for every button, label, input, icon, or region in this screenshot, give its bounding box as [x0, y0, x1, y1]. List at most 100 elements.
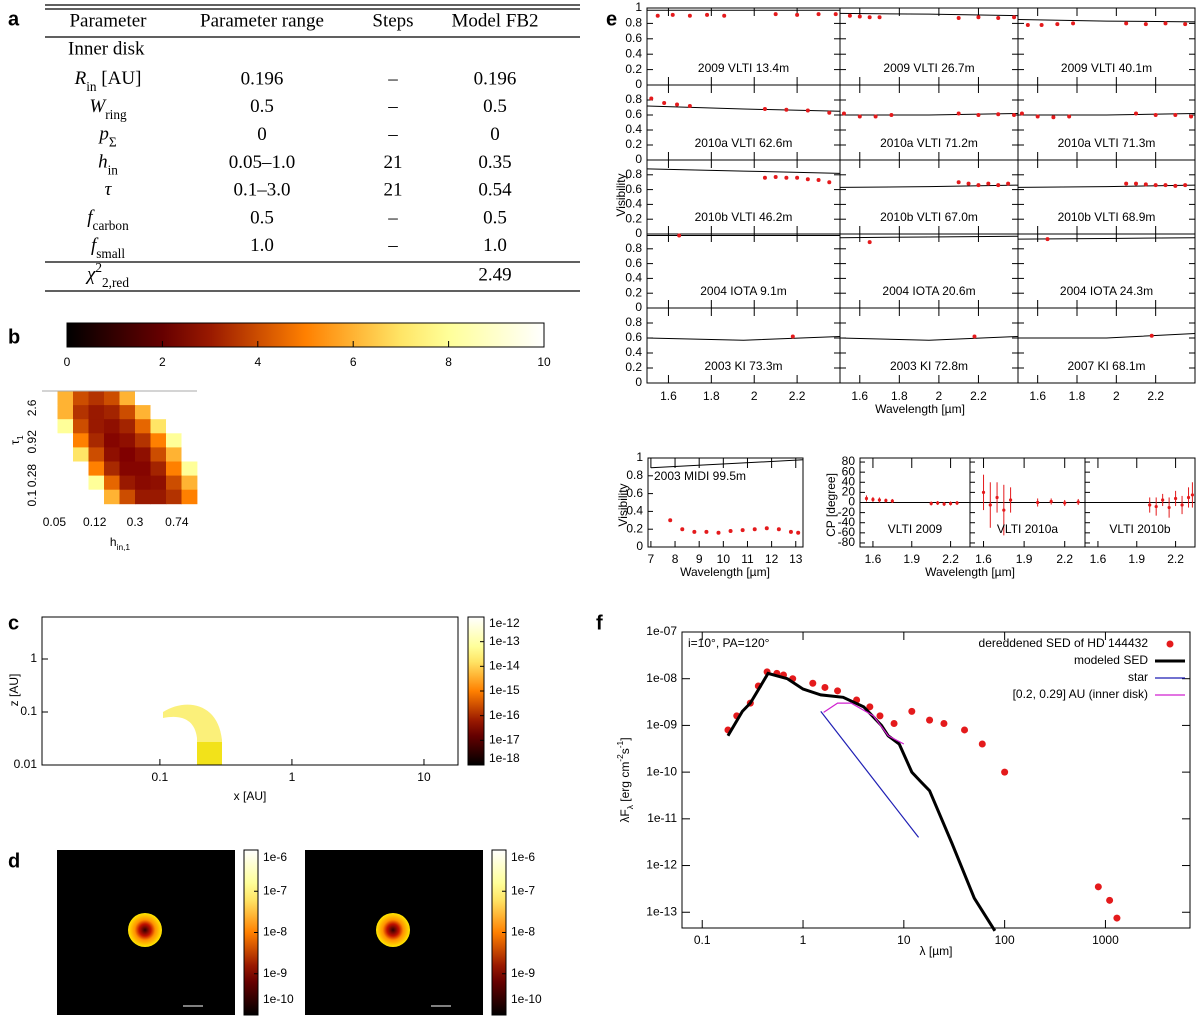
text-part: ring [105, 106, 127, 121]
heat-cell [104, 475, 120, 491]
data-point [1143, 182, 1148, 187]
data-point [762, 107, 767, 111]
heat-cell [181, 447, 198, 462]
y-tick-label: 1 [636, 450, 643, 464]
panel-letter: b [8, 326, 20, 348]
heat-cell [150, 419, 167, 434]
data-point [884, 498, 888, 503]
scale-label: 0.5 AU [431, 990, 467, 1004]
heat-cell [42, 475, 58, 491]
data-point [773, 12, 778, 17]
image-label: N [317, 860, 326, 874]
model-line [646, 168, 841, 174]
column-header: Parameter [69, 10, 147, 31]
y-tick-label: 0.92 [25, 430, 39, 454]
colorbar-tick-label: 2 [159, 355, 166, 369]
data-point [716, 530, 721, 535]
data-point [876, 712, 884, 720]
data-point [833, 12, 838, 17]
data-point [1051, 115, 1056, 120]
cell: 21 [384, 180, 403, 201]
data-point [1124, 21, 1129, 26]
colorbar-tick-label: 10 [537, 355, 551, 369]
data-point [956, 16, 961, 21]
data-point [1153, 183, 1158, 188]
parameter: hin [98, 152, 118, 177]
data-point [1186, 495, 1191, 500]
x-tick-label: 11 [741, 552, 754, 566]
y-tick-label: 0.2 [625, 360, 642, 374]
y-tick-label: 0 [635, 300, 642, 314]
colorbar-tick-label: 0 [64, 355, 71, 369]
data-point [821, 683, 829, 691]
colorbar-tick-label: 4 [254, 355, 261, 369]
heat-cell [73, 419, 89, 434]
cell: 2.49 [478, 264, 511, 285]
text-part: τ [8, 440, 22, 445]
text-part: -1 [615, 740, 625, 748]
heat-cell [57, 433, 74, 448]
panel-label: 2004 IOTA 9.1m [700, 284, 787, 298]
data-point [762, 175, 767, 180]
y-tick-label: 60 [842, 464, 856, 478]
model-line [1017, 237, 1196, 240]
y-tick-label: -20 [838, 505, 856, 519]
data-point [805, 108, 810, 113]
text-part: f [87, 207, 95, 228]
colorbar-tick-label: 1e-18 [489, 751, 520, 765]
data-point [942, 502, 946, 506]
y-tick-label: 0.4 [625, 46, 642, 60]
cell: – [387, 207, 398, 228]
text-part: in [86, 79, 97, 94]
data-point [1036, 500, 1040, 505]
y-tick-label: 0.4 [625, 271, 642, 285]
axis-label: Visibility [614, 173, 628, 216]
cell: 0 [490, 124, 500, 145]
data-point [877, 15, 882, 20]
data-point [1180, 503, 1184, 507]
heat-cell [88, 447, 105, 462]
model-line [839, 12, 1019, 17]
panel-label: 2004 IOTA 20.6m [882, 284, 975, 298]
y-tick-label: 0 [848, 495, 855, 509]
parameter: Wring [89, 96, 127, 121]
data-point [847, 13, 852, 18]
plot-frame [681, 631, 1191, 929]
x-tick-label: 10 [717, 552, 731, 566]
text-part: τ [105, 180, 113, 201]
panel-label: 2010a VLTI 62.6m [695, 136, 793, 150]
cell: – [387, 68, 398, 89]
axis-label: Wavelength [µm] [680, 565, 770, 579]
heat-cell [42, 405, 58, 420]
model-line [840, 113, 1019, 116]
heat-cell [119, 433, 136, 448]
y-tick-label: 0.8 [626, 468, 643, 482]
x-tick-label: 100 [995, 933, 1015, 947]
heat-cell [181, 405, 198, 420]
data-point [996, 16, 1001, 21]
y-tick-label: 0.8 [625, 167, 642, 181]
panel-letter: f [596, 612, 603, 634]
text-part: s [618, 748, 632, 754]
cell: 0.196 [474, 68, 517, 89]
data-point [1063, 501, 1067, 505]
colorbar-tick-label: 1e-6 [263, 850, 287, 864]
cell: 21 [384, 152, 403, 173]
heat-cell [181, 475, 198, 491]
model-line [839, 336, 1019, 341]
heat-cell [166, 447, 182, 462]
data-point [1183, 22, 1188, 27]
colorbar-tick-label: 1e-8 [263, 925, 287, 939]
data-point [1113, 914, 1121, 922]
y-tick-label: 0.2 [625, 137, 642, 151]
data-point [834, 687, 842, 695]
data-point [722, 13, 727, 18]
data-point [978, 740, 986, 748]
cell: 0 [257, 124, 267, 145]
model-line [839, 184, 1019, 188]
panel-letter: c [8, 612, 19, 634]
heat-cell [104, 419, 120, 434]
x-tick-label: 1.8 [1069, 389, 1086, 403]
x-tick-label: 0.1 [152, 770, 169, 784]
heat-cell [150, 475, 167, 491]
